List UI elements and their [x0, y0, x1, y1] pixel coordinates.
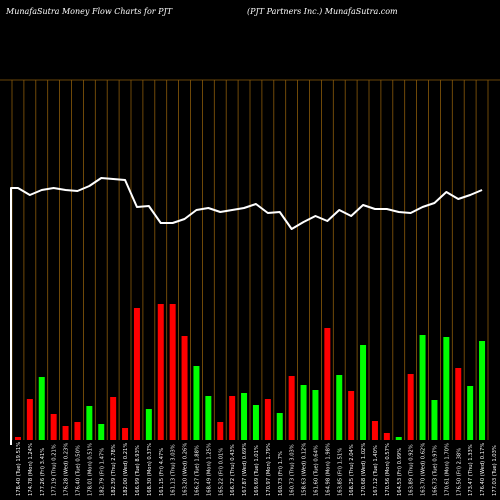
x-tick-label: 166.27 (Tue) 1.88% [194, 445, 200, 496]
money-flow-bar [371, 421, 378, 440]
x-tick-label: 165.22 (Fri) 0.01% [218, 448, 224, 496]
money-flow-bar [193, 366, 200, 440]
money-flow-bar [38, 377, 45, 440]
money-flow-bar [276, 413, 283, 440]
money-flow-bar [467, 386, 474, 440]
money-flow-bar [217, 422, 224, 440]
money-flow-bar [169, 304, 176, 440]
x-tick-label: 161.13 (Thu) 3.03% [171, 444, 177, 496]
money-flow-bar [288, 376, 295, 440]
x-tick-label: 182.79 (Fri) 1.47% [99, 448, 105, 496]
money-flow-bar [205, 396, 212, 440]
money-flow-bar [348, 391, 355, 440]
x-tick-label: 178.01 (Mon) 0.51% [87, 443, 93, 496]
x-tick-label: 160.73 (Fri) 1.7% [278, 451, 284, 496]
money-flow-bar [264, 399, 271, 440]
x-tick-label: 176.40 (Tue) 0.50% [75, 445, 81, 496]
x-tick-label: 167.12 (Tue) 1.40% [373, 445, 379, 496]
money-flow-bar [62, 426, 69, 440]
x-tick-label: 182.00 (Wed) 0.21% [123, 443, 129, 496]
money-flow-bar [229, 396, 236, 440]
x-tick-label: 177.26 (Fri) 3.41% [40, 448, 46, 496]
x-tick-label: 177.03 (Tue) 1.03% [492, 445, 498, 496]
money-flow-bar [431, 400, 438, 440]
money-flow-bar [241, 393, 248, 440]
x-tick-label: 163.89 (Thu) 0.92% [409, 444, 415, 496]
x-tick-label: 161.60 (Tue) 0.64% [313, 445, 319, 496]
money-flow-bar [419, 335, 426, 440]
x-tick-label: 168.25 (Thu) 2.04% [349, 444, 355, 496]
x-tick-label: 170.56 (Mon) 0.57% [385, 443, 391, 496]
x-tick-label: 166.72 (Thu) 0.43% [230, 444, 236, 496]
money-flow-bar [145, 409, 152, 440]
x-tick-label: 164.98 (Mon) 1.98% [325, 443, 331, 496]
money-flow-bar [181, 336, 188, 440]
x-tick-label: 170.68 (Wed) 1.02% [361, 443, 367, 496]
x-tick-label: 166.99 (Tue) 8.93% [135, 445, 141, 496]
x-tick-label: 170.61 (Mon) 1.70% [444, 443, 450, 496]
money-flow-bar [455, 368, 462, 440]
x-tick-label: 168.30 (Mon) 0.37% [147, 443, 153, 496]
chart-title-left: MunafaSutra Money Flow Charts for PJT [6, 7, 173, 16]
money-flow-bar [157, 304, 164, 440]
x-tick-label: 174.78 (Mon) 1.24% [28, 443, 34, 496]
money-flow-bar [110, 397, 117, 440]
money-flow-bar [300, 385, 307, 440]
money-flow-bar [443, 337, 450, 440]
x-tick-label: 168.49 (Mon) 1.25% [206, 443, 212, 496]
x-tick-label: 166.73 (Tue) 0.97% [432, 445, 438, 496]
money-flow-bar [14, 437, 21, 440]
x-tick-label: 173.47 (Thu) 1.33% [468, 444, 474, 496]
x-tick-label: 164.53 (Fri) 0.99% [397, 448, 403, 496]
x-tick-label: 163.70 (Wed) 0.62% [421, 443, 427, 496]
money-flow-bar [407, 374, 414, 440]
money-flow-bar [122, 428, 129, 440]
price-line [10, 177, 483, 445]
x-tick-label: 158.63 (Wed) 0.12% [302, 443, 308, 496]
money-flow-bar [324, 328, 331, 440]
money-flow-bar [360, 345, 367, 440]
x-tick-label: 167.87 (Wed) 0.69% [242, 443, 248, 496]
x-tick-label: 163.20 (Wed) 0.26% [183, 443, 189, 496]
money-flow-bar [26, 399, 33, 440]
money-flow-bar [50, 414, 57, 440]
money-flow-bar [479, 341, 486, 440]
x-tick-label: 169.69 (Tue) 1.01% [254, 445, 260, 496]
money-flow-bar [395, 437, 402, 440]
x-tick-label: 182.39 (Thu) 2.78% [111, 444, 117, 496]
money-flow-bar [336, 375, 343, 440]
x-tick-label: 160.73 (Thu) 3.03% [290, 444, 296, 496]
x-tick-label: 163.85 (Fri) 1.51% [337, 448, 343, 496]
money-flow-bar [312, 390, 319, 440]
x-tick-label: 176.28 (Wed) 0.23% [64, 443, 70, 496]
chart-title-right: (PJT Partners Inc.) MunafaSutra.com [247, 7, 398, 16]
money-flow-bar [86, 406, 93, 440]
money-flow-bar [98, 424, 105, 440]
money-flow-bar [74, 422, 81, 440]
money-flow-bar [383, 433, 390, 440]
x-tick-label: 178.40 (Tue) 19.51% [16, 442, 22, 496]
money-flow-bar [133, 308, 140, 440]
x-tick-label: 177.19 (Thu) 0.21% [52, 444, 58, 496]
money-flow-bar [252, 405, 259, 440]
x-tick-label: 176.50 (Fri) 2.38% [456, 448, 462, 496]
x-tick-label: 176.40 (Wed) 0.17% [480, 443, 486, 496]
x-tick-label: 170.97 (Mon) 1.79% [266, 443, 272, 496]
x-tick-label: 161.15 (Fri) 4.47% [159, 448, 165, 496]
